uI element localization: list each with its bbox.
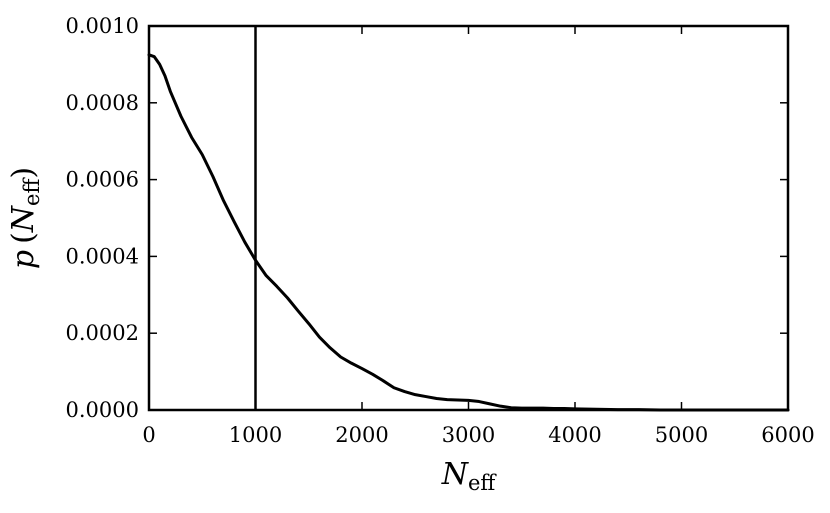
ticks: 0 1000 2000 3000 4000 5000 6000 0.0000 0.0002 0.0…: [66, 14, 815, 447]
y-tick-label: 0.0004: [66, 244, 139, 268]
x-tick-label: 0: [142, 423, 155, 447]
series-line: [147, 53, 790, 412]
y-tick-label: 0.0000: [66, 398, 139, 422]
x-tick-label: 5000: [655, 423, 708, 447]
y-tick-label: 0.0002: [66, 321, 139, 345]
x-tick-label: 3000: [442, 423, 495, 447]
y-tick-label: 0.0010: [66, 14, 139, 38]
y-tick-label: 0.0006: [66, 168, 139, 192]
plot-frame: [147, 24, 790, 412]
y-axis-label: p(Neff): [6, 167, 44, 269]
x-tick-label: 6000: [761, 423, 814, 447]
x-axis-label: Neff: [441, 457, 498, 495]
plot-content: [147, 26, 790, 412]
x-tick-label: 1000: [229, 423, 282, 447]
x-tick-label: 4000: [548, 423, 601, 447]
y-tick-label: 0.0008: [66, 91, 139, 115]
x-tick-label: 2000: [335, 423, 388, 447]
